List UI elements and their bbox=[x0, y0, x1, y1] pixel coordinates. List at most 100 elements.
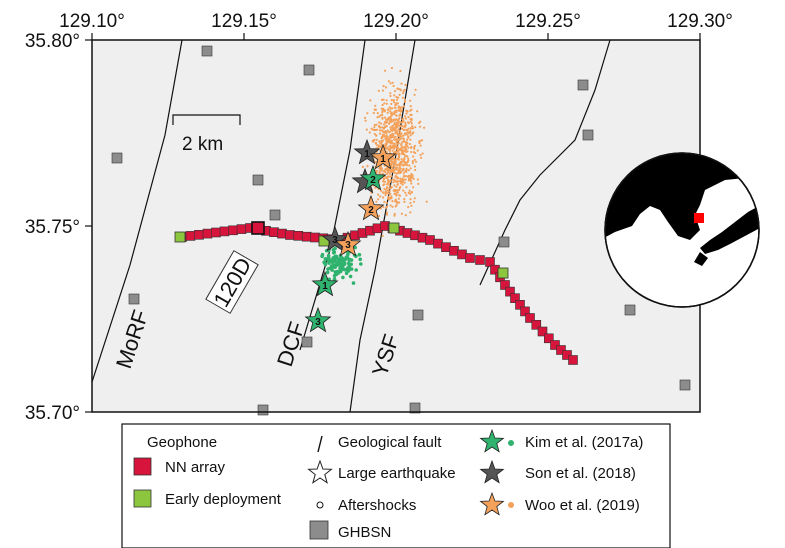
woo-aftershock-dot bbox=[385, 134, 388, 137]
woo-aftershock-dot bbox=[399, 171, 402, 174]
kim-aftershock-dot bbox=[322, 260, 326, 265]
woo-aftershock-dot bbox=[409, 211, 412, 214]
woo-aftershock-dot bbox=[407, 175, 410, 178]
woo-aftershock-dot bbox=[404, 162, 408, 165]
woo-aftershock-dot bbox=[410, 146, 413, 149]
woo-aftershock-dot bbox=[379, 189, 383, 192]
woo-aftershock-dot bbox=[399, 147, 403, 150]
woo-aftershock-dot bbox=[389, 142, 392, 145]
woo-aftershock-dot bbox=[384, 130, 387, 133]
legend-ghbsn-swatch bbox=[309, 520, 329, 540]
woo-aftershock-dot bbox=[407, 121, 410, 124]
woo-aftershock-dot bbox=[402, 117, 405, 120]
woo-star-3 bbox=[334, 230, 362, 257]
woo-aftershock-dot bbox=[401, 124, 404, 127]
woo-aftershock-dot bbox=[425, 200, 428, 203]
woo-aftershock-dot bbox=[403, 200, 406, 203]
kim-aftershock-dot bbox=[344, 271, 349, 276]
lat-tick-label: 35.75° bbox=[25, 217, 80, 238]
legend-large-earthquake-label: Large earthquake bbox=[338, 465, 456, 482]
woo-aftershock-dot bbox=[377, 198, 380, 201]
woo-aftershock-dot bbox=[391, 127, 394, 130]
woo-aftershock-dot bbox=[393, 111, 396, 114]
woo-aftershock-dot bbox=[393, 101, 396, 104]
ghbsn-station bbox=[269, 209, 281, 221]
woo-aftershock-dot bbox=[415, 160, 418, 163]
woo-aftershock-dot bbox=[394, 159, 397, 162]
kim-aftershock-dot bbox=[342, 261, 347, 265]
woo-aftershock-dot bbox=[403, 160, 406, 163]
woo-aftershock-dot bbox=[401, 92, 405, 95]
woo-aftershock-dot bbox=[387, 80, 390, 83]
legend-aftershock-label: Aftershocks bbox=[338, 497, 416, 514]
woo-aftershock-dot bbox=[390, 147, 393, 150]
nn-array-station bbox=[457, 249, 467, 260]
woo-aftershock-dot bbox=[384, 86, 388, 89]
woo-aftershock-dot bbox=[366, 112, 369, 115]
woo-aftershock-dot bbox=[383, 187, 386, 191]
woo-aftershock-dot bbox=[386, 136, 389, 139]
woo-aftershock-dot bbox=[394, 145, 397, 148]
woo-aftershock-dot bbox=[399, 177, 402, 180]
woo-aftershock-dot bbox=[394, 114, 398, 117]
woo-aftershock-dot bbox=[410, 127, 413, 130]
woo-aftershock-dot bbox=[403, 98, 407, 101]
woo-aftershock-dot bbox=[408, 189, 411, 192]
woo-aftershock-dot bbox=[382, 98, 385, 101]
woo-aftershock-dot bbox=[398, 139, 401, 142]
woo-aftershock-dot bbox=[399, 88, 402, 91]
woo-aftershock-dot bbox=[401, 183, 404, 186]
woo-aftershock-dot bbox=[385, 176, 388, 179]
woo-aftershock-dot bbox=[403, 174, 406, 177]
woo-aftershock-dot bbox=[399, 160, 402, 163]
woo-aftershock-dot bbox=[385, 206, 388, 209]
woo-aftershock-dot bbox=[398, 129, 401, 132]
woo-aftershock-dot bbox=[388, 120, 391, 123]
woo-aftershock-dot bbox=[394, 192, 397, 195]
kim-aftershock-dot bbox=[327, 261, 331, 265]
woo-aftershock-dot bbox=[372, 111, 375, 115]
woo-aftershock-dot bbox=[386, 129, 389, 132]
kim-star-1 bbox=[311, 270, 339, 297]
woo-aftershock-dot bbox=[400, 142, 403, 145]
woo-aftershock-dot bbox=[387, 195, 390, 198]
woo-aftershock-dot bbox=[409, 134, 412, 137]
woo-aftershock-dot bbox=[388, 187, 391, 190]
woo-aftershock-dot bbox=[380, 169, 383, 172]
nn-array-station bbox=[475, 255, 485, 265]
woo-aftershock-dot bbox=[414, 168, 417, 172]
woo-aftershock-dot bbox=[365, 128, 368, 131]
woo-aftershock-dot bbox=[383, 120, 386, 124]
woo-aftershock-dot bbox=[399, 108, 402, 112]
woo-aftershock-dot bbox=[402, 150, 405, 153]
woo-aftershock-dot bbox=[390, 111, 393, 114]
woo-aftershock-dot bbox=[405, 150, 408, 153]
woo-aftershock-dot bbox=[397, 152, 400, 155]
kim-aftershock-dot bbox=[337, 263, 341, 267]
woo-aftershock-dot bbox=[398, 134, 401, 137]
woo-aftershock-dot bbox=[400, 127, 404, 130]
woo-aftershock-dot bbox=[398, 194, 402, 197]
early-station bbox=[174, 231, 186, 243]
woo-aftershock-dot bbox=[407, 116, 410, 119]
woo-aftershock-dot bbox=[379, 132, 382, 135]
woo-aftershock-dot bbox=[411, 125, 414, 128]
woo-star-2 bbox=[357, 194, 385, 221]
woo-aftershock-dot bbox=[375, 138, 378, 141]
woo-aftershock-dot bbox=[400, 82, 403, 85]
legend-fault-icon bbox=[317, 435, 323, 453]
woo-aftershock-dot bbox=[395, 185, 398, 188]
woo-aftershock-dot bbox=[419, 144, 422, 147]
woo-aftershock-dot bbox=[379, 195, 382, 198]
woo-aftershock-dot bbox=[416, 149, 419, 152]
kim-aftershock-dot bbox=[351, 281, 356, 285]
woo-aftershock-dot bbox=[381, 103, 384, 107]
legend-large-earthquake-icon bbox=[307, 459, 333, 484]
woo-aftershock-dot bbox=[393, 136, 396, 139]
woo-aftershock-dot bbox=[400, 158, 403, 161]
lat-tick-label: 35.80° bbox=[25, 31, 80, 52]
woo-aftershock-dot bbox=[404, 117, 407, 120]
nn-array-station bbox=[441, 242, 451, 252]
woo-aftershock-dot bbox=[400, 212, 403, 215]
legend-woo-dot bbox=[508, 502, 514, 508]
